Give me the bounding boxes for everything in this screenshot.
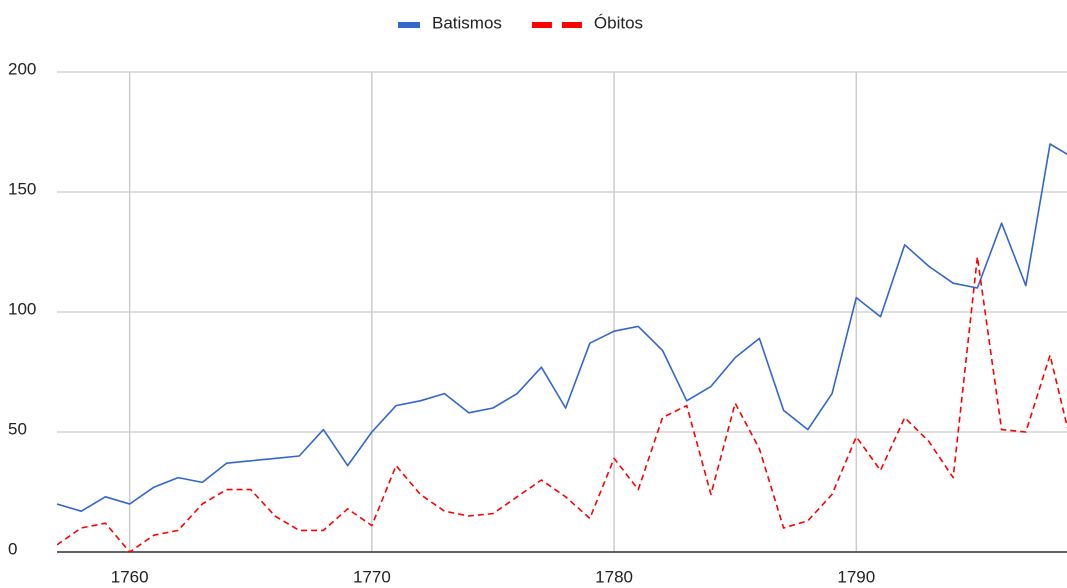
legend-label: Óbitos bbox=[594, 13, 643, 32]
legend: Batismos Óbitos bbox=[398, 13, 643, 32]
x-tick-label: 1770 bbox=[353, 567, 391, 586]
x-tick-label: 1760 bbox=[111, 567, 149, 586]
y-tick-label: 150 bbox=[8, 179, 36, 198]
x-tick-label: 1780 bbox=[595, 567, 633, 586]
y-tick-label: 100 bbox=[8, 299, 36, 318]
series-line bbox=[57, 143, 1067, 512]
y-tick-label: 200 bbox=[8, 59, 36, 78]
grid: 0 50 100 150 200 1760 1770 1780 1790 bbox=[8, 59, 1067, 586]
legend-label: Batismos bbox=[432, 13, 502, 32]
plot-area bbox=[57, 143, 1067, 553]
x-tick-label: 1790 bbox=[837, 567, 875, 586]
series-line bbox=[57, 256, 1067, 553]
y-tick-label: 50 bbox=[8, 419, 27, 438]
y-tick-label: 0 bbox=[8, 539, 17, 558]
